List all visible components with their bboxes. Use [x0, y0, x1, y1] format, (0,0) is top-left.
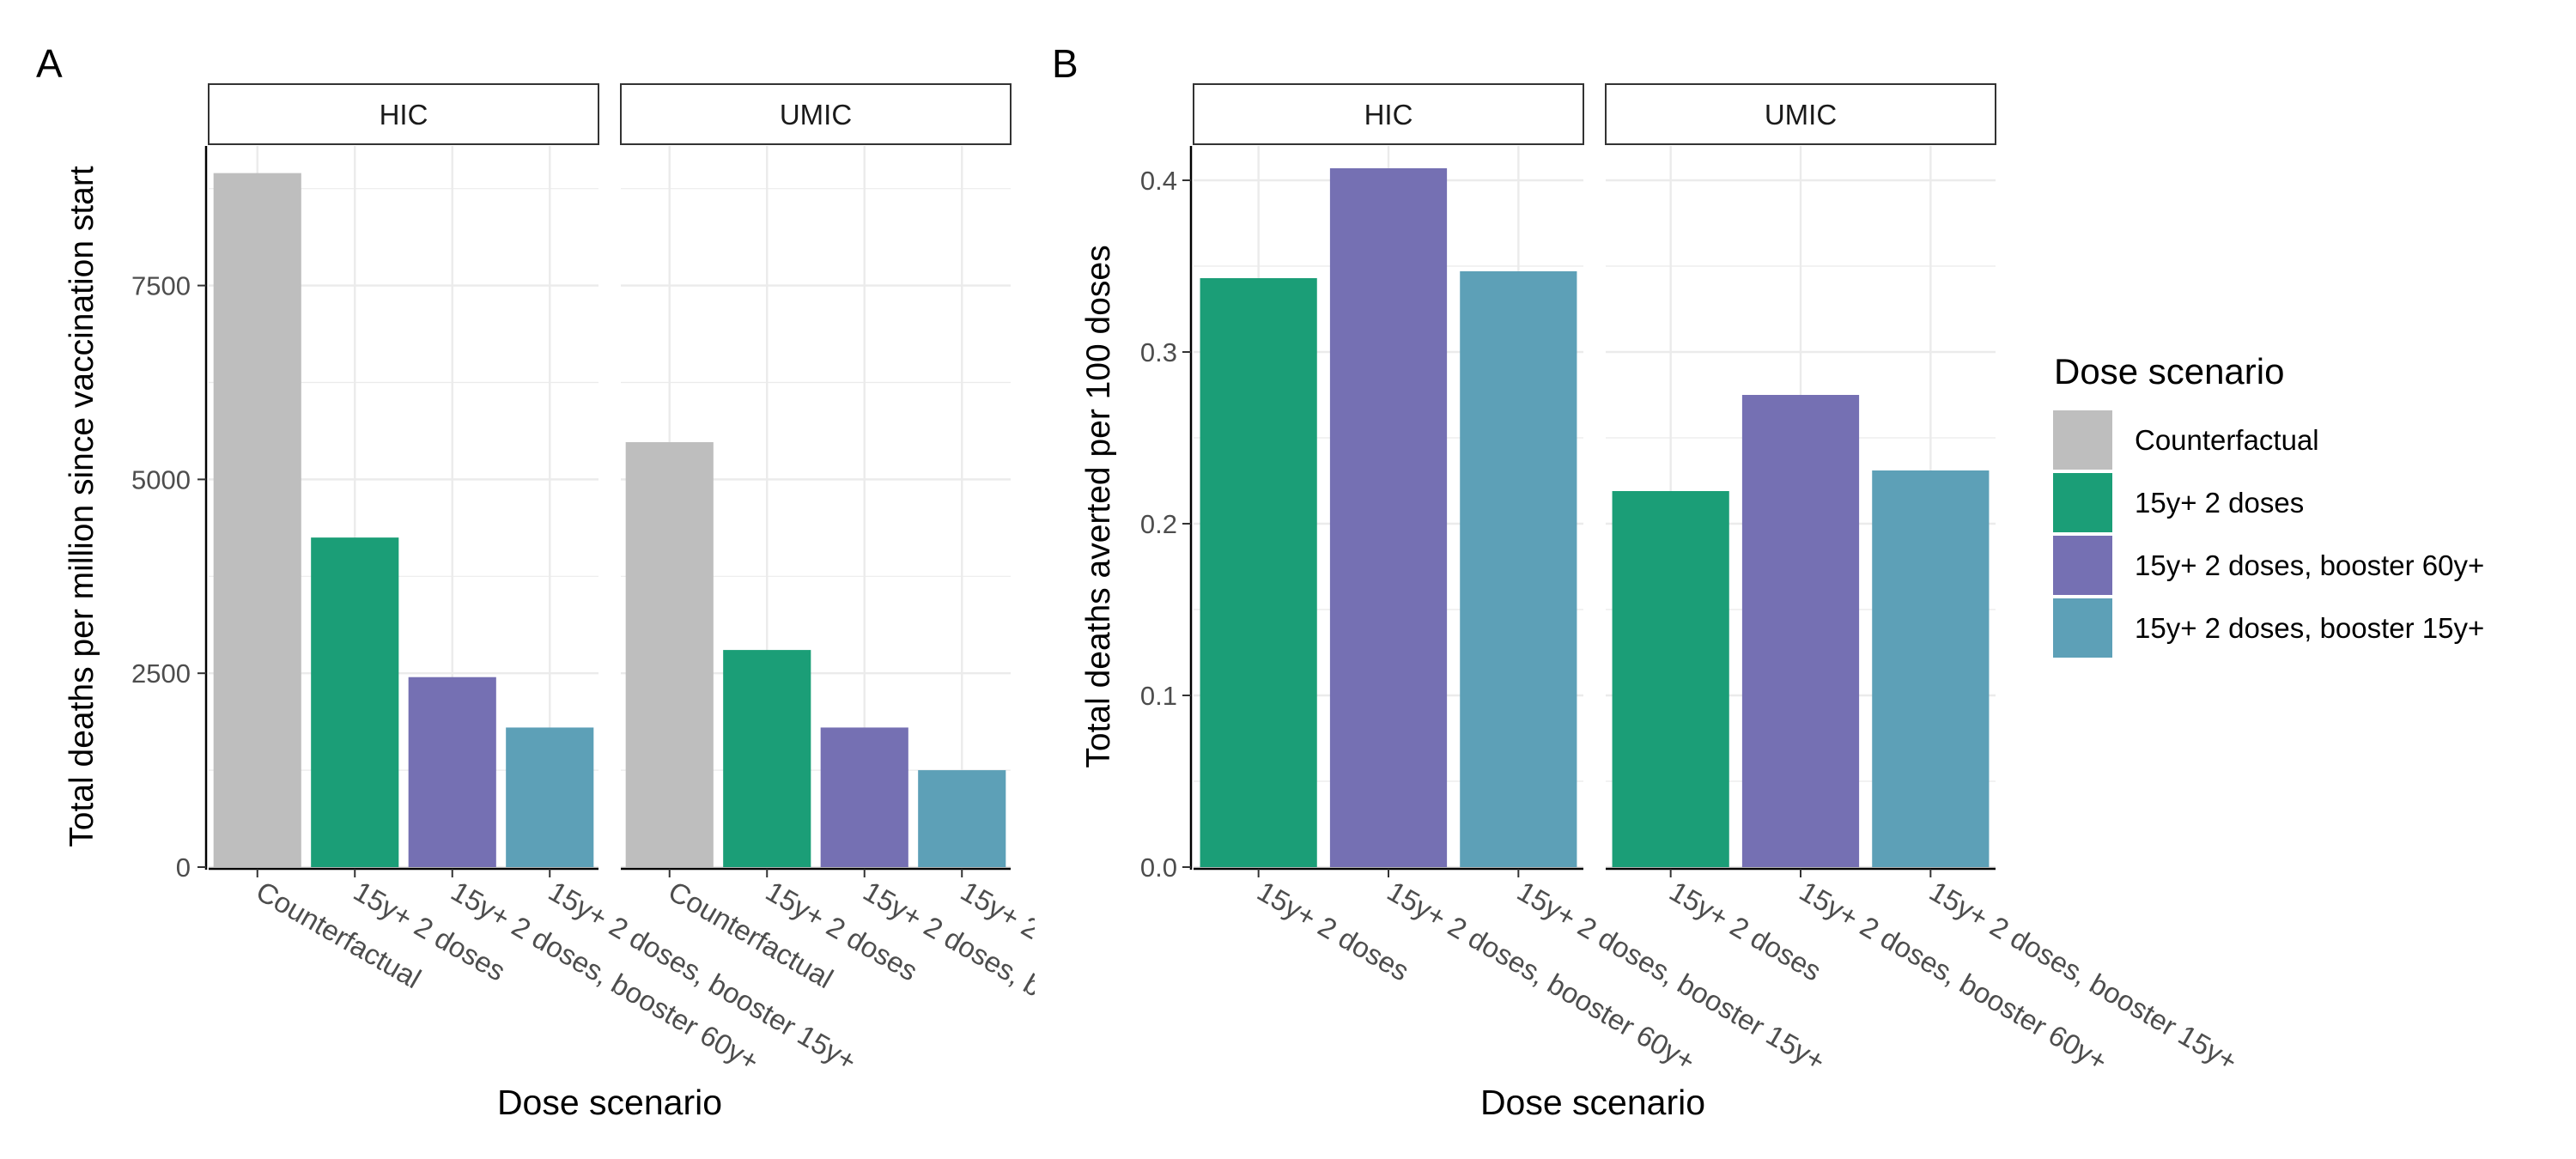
bar [213, 173, 301, 867]
legend-label: 15y+ 2 doses [2135, 487, 2304, 519]
bar [1741, 395, 1860, 867]
legend-key [2053, 473, 2112, 532]
y-tick-label: 0.3 [1140, 337, 1177, 367]
y-tick-label: 0.1 [1140, 681, 1177, 711]
panel-tag: B [1052, 41, 1078, 86]
legend-label: Counterfactual [2135, 424, 2319, 456]
y-tick-label: 5000 [131, 464, 191, 495]
bar [1200, 278, 1317, 867]
y-tick-label: 0.4 [1140, 166, 1177, 196]
facet-strip [620, 83, 1012, 145]
facet-strip [208, 83, 599, 145]
bar [1872, 470, 1990, 867]
facet-strip [1605, 83, 1996, 145]
panel-tag: A [36, 41, 63, 86]
y-tick-label: 0 [176, 853, 191, 883]
bar [1612, 491, 1729, 867]
bar [311, 537, 399, 867]
legend-label: 15y+ 2 doses, booster 60y+ [2135, 549, 2484, 581]
bar [918, 770, 1006, 867]
y-axis-title: Total deaths averted per 100 doses [1080, 245, 1117, 768]
legend-title: Dose scenario [2054, 351, 2284, 391]
x-tick-label: Counterfactual [251, 875, 426, 994]
bar [506, 727, 594, 867]
bar [723, 650, 811, 867]
facet-strip [1193, 83, 1584, 145]
y-axis-title: Total deaths per million since vaccinati… [64, 166, 100, 847]
y-tick-label: 0.2 [1140, 509, 1177, 539]
x-axis-title: Dose scenario [1480, 1083, 1705, 1122]
legend: Dose scenario Counterfactual 15y+ 2 doses 1… [2053, 351, 2484, 658]
facet-strip-label: UMIC [780, 99, 852, 130]
legend-label: 15y+ 2 doses, booster 15y+ [2135, 612, 2484, 644]
facet-strip-label: HIC [1364, 99, 1413, 130]
legend-key [2053, 410, 2112, 470]
bar [1460, 271, 1577, 867]
facet-strip-label: UMIC [1765, 99, 1837, 130]
bar [820, 727, 908, 867]
legend-key [2053, 536, 2112, 595]
x-axis-title: Dose scenario [497, 1083, 722, 1122]
y-tick-label: 7500 [131, 271, 191, 301]
legend-key [2053, 598, 2112, 658]
y-tick-label: 0.0 [1140, 853, 1177, 883]
bar [1329, 168, 1448, 867]
y-tick-label: 2500 [131, 658, 191, 689]
bar [625, 442, 714, 867]
bar [408, 677, 496, 867]
facet-strip-label: HIC [380, 99, 428, 130]
